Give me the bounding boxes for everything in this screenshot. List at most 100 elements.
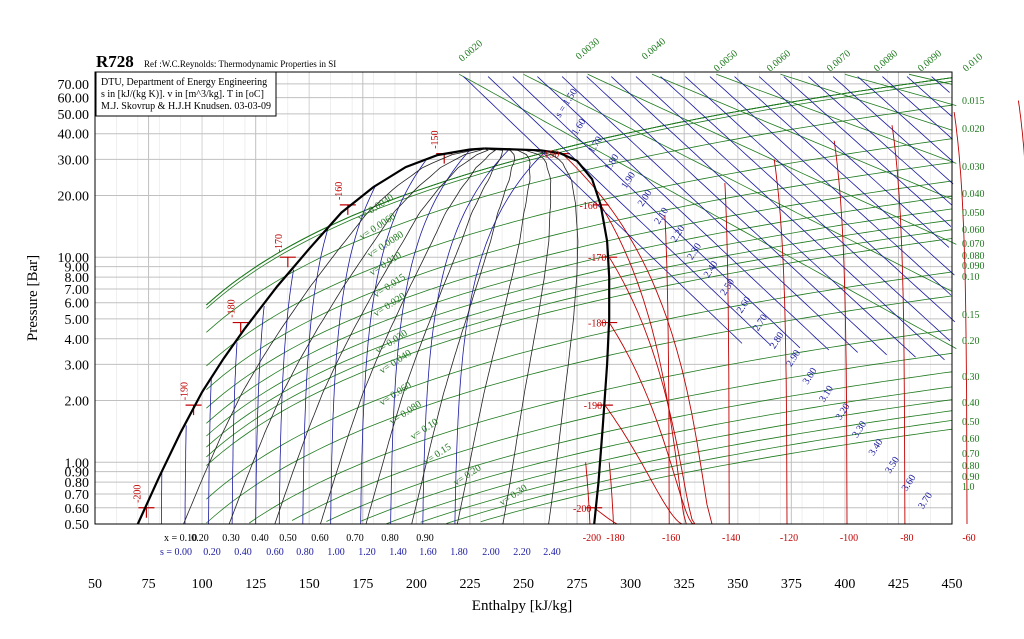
isochore-top-label: 0.010 (961, 51, 985, 74)
entropy-upper-label: 3.60 (900, 473, 919, 494)
isotherm-line (773, 159, 788, 525)
y-tick-label: 1.00 (65, 456, 90, 471)
entropy-bottom-label: 1.00 (327, 547, 345, 558)
isotherm-line (608, 256, 696, 525)
y-tick-label: 5.00 (65, 313, 90, 328)
isochore-line (459, 73, 957, 349)
isotherm-line (891, 125, 906, 525)
isochore-right-label: 0.80 (962, 461, 980, 472)
x-tick-label: 450 (942, 577, 963, 592)
info-line-2: s in [kJ/(kg K)]. v in [m^3/kg]. T in [o… (101, 89, 264, 100)
x-tick-label: 175 (352, 577, 373, 592)
temperature-bottom-label: -60 (962, 533, 975, 544)
isochore-line (446, 420, 953, 524)
isochore-right-label: 0.10 (962, 272, 980, 283)
isochore-right-label: 0.030 (962, 162, 985, 173)
isochore-line (206, 295, 953, 524)
isochore-top-label: 0.0090 (916, 48, 944, 74)
isochore-line (523, 73, 953, 292)
isochore-right-label: 0.60 (962, 434, 980, 445)
isochore-line (780, 73, 953, 131)
isentrope-line (685, 76, 956, 323)
isotherm-liquid-label: -160 (334, 182, 345, 200)
isochore-line (480, 428, 953, 523)
entropy-bottom-label: 0.20 (203, 547, 221, 558)
isochore-right-label: 0.060 (962, 225, 985, 236)
y-tick-label: 7.00 (65, 283, 90, 298)
temperature-bottom-label: -140 (722, 533, 740, 544)
isochore-line (291, 352, 953, 521)
isochore-right-label: 0.50 (962, 417, 980, 428)
isochore-line (651, 73, 953, 200)
entropy-upper-label: 3.20 (834, 402, 853, 423)
quality-line (274, 148, 489, 525)
isotherm-liquid-label: -150 (430, 130, 441, 148)
isotherm-vapor-label: -170 (588, 253, 606, 264)
x-tick-label: 375 (781, 577, 802, 592)
entropy-bottom-label: 0.80 (296, 547, 314, 558)
isochore-top-label: 0.0060 (765, 48, 793, 74)
isentrope-line (906, 76, 952, 117)
quality-lines (183, 148, 579, 525)
isentrope-line (184, 425, 187, 524)
entropy-upper-label: 2.30 (685, 241, 704, 262)
isentrope-line (537, 76, 830, 351)
quality-label: 0.40 (251, 533, 269, 544)
entropy-upper-label: 3.00 (801, 366, 820, 387)
isochore-right-label: 0.40 (962, 398, 980, 409)
isotherm-vapor-label: -180 (588, 319, 606, 330)
y-tick-label: 9.00 (65, 261, 90, 276)
entropy-upper-label: 2.70 (751, 313, 770, 334)
isochore-right-label: 0.090 (962, 261, 985, 272)
isochore-top-label: 0.0050 (712, 48, 740, 74)
quality-line (492, 148, 579, 525)
isochore-right-label: 0.70 (962, 449, 980, 460)
x-tick-label: 275 (567, 577, 588, 592)
x-tick-label: 300 (620, 577, 641, 592)
quality-label: x = 0.10 (164, 533, 197, 544)
y-tick-label: 2.00 (65, 395, 90, 410)
quality-line (411, 148, 516, 525)
isotherm-line (833, 140, 848, 525)
info-line-1: DTU, Department of Energy Engineering (101, 77, 267, 88)
temperature-bottom-label: -180 (606, 533, 624, 544)
isentrope-line (390, 150, 470, 524)
quality-line (365, 148, 504, 525)
isochore-line (206, 162, 953, 391)
isochore-line (206, 208, 953, 437)
isentrope-line (882, 76, 953, 140)
quality-line (228, 148, 484, 525)
x-tick-label: 350 (727, 577, 748, 592)
isentrope-line (487, 76, 772, 346)
x-tick-label: 125 (245, 577, 266, 592)
y-tick-label: 0.80 (65, 476, 90, 491)
isochore-line (420, 410, 953, 523)
isentrope-line (512, 76, 801, 349)
isochore-top-label: 0.0040 (640, 36, 668, 62)
entropy-upper-label: 2.50 (718, 277, 737, 298)
isochore-dome-label: v= 0.30 (498, 483, 530, 509)
entropy-upper-label: 3.40 (867, 437, 886, 458)
isentrope-line (931, 76, 950, 93)
isochore-line (909, 73, 953, 85)
isochore-right-label: 0.070 (962, 239, 985, 250)
isentrope-line (586, 76, 887, 356)
entropy-bottom-label: 2.20 (513, 547, 531, 558)
isochore-line (206, 195, 953, 424)
quality-label: 0.70 (346, 533, 364, 544)
quality-label: 0.20 (191, 533, 209, 544)
y-tick-label: 3.00 (65, 358, 90, 373)
temperature-bottom-label: -160 (662, 533, 680, 544)
isochore-top-label: 0.0070 (825, 48, 853, 74)
entropy-bottom-label: 1.60 (419, 547, 437, 558)
quality-label: 0.90 (416, 533, 434, 544)
entropy-bottom-label: 2.00 (482, 547, 500, 558)
isotherm-line (593, 507, 680, 525)
isentrope-line (808, 76, 953, 206)
isentrope-line (783, 76, 952, 227)
quality-line (183, 148, 483, 525)
y-tick-label: 0.70 (65, 488, 90, 503)
x-tick-label: 250 (513, 577, 534, 592)
entropy-bottom-label: 0.60 (266, 547, 284, 558)
